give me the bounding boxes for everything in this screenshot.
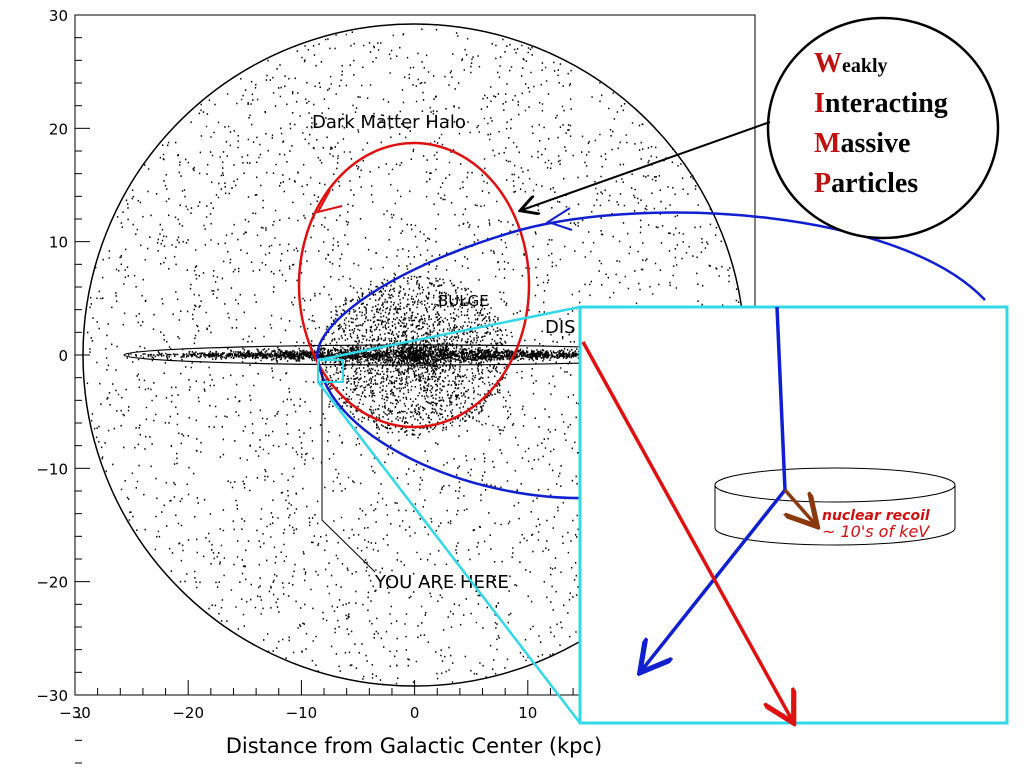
- halo-label: Dark Matter Halo: [312, 112, 466, 133]
- x-tick-label: −20: [172, 704, 204, 722]
- recoil-label: nuclear recoil: [822, 508, 930, 524]
- word: nteracting: [825, 88, 948, 119]
- disk-label: DIS: [545, 317, 576, 338]
- zoom-line: [317, 381, 581, 724]
- blue-arrow: [545, 207, 573, 231]
- x-tick-label: 10: [518, 704, 537, 722]
- word: assive: [840, 128, 910, 159]
- zoom-line: [317, 305, 581, 362]
- x-tick-label: 0: [410, 704, 420, 722]
- detector-top: [714, 467, 956, 503]
- initial: P: [814, 168, 831, 199]
- x-tick-label: −10: [286, 704, 318, 722]
- recoil-arrow: [785, 488, 815, 524]
- y-tick-label: 30: [49, 7, 68, 25]
- wimp-line: Interacting: [814, 88, 948, 119]
- wimp-line: Massive: [814, 128, 910, 159]
- word: eakly: [842, 55, 888, 77]
- blue-orbit: [316, 211, 986, 500]
- x-tick-label: −30: [59, 704, 91, 722]
- neutrino-track: [581, 341, 792, 720]
- inset-box: [578, 305, 1009, 725]
- bulge-label: BULGE: [438, 292, 489, 310]
- wimp-bubble: [766, 16, 1000, 240]
- red-orbit: [297, 141, 531, 429]
- wimp-text: Weakly Interacting Massive Particles: [814, 48, 948, 199]
- y-tick-label: −30: [36, 687, 68, 705]
- word: articles: [831, 168, 918, 199]
- zoom-box: [317, 359, 344, 383]
- here-pointer: [321, 372, 376, 573]
- here-label: YOU ARE HERE: [374, 572, 509, 593]
- wimp-line: Weakly: [814, 48, 888, 79]
- initial: I: [814, 88, 825, 119]
- y-tick-label: −10: [36, 460, 68, 478]
- y-tick-label: −20: [36, 574, 68, 592]
- y-tick-label: 0: [58, 347, 68, 365]
- energy-label: ~ 10's of keV: [822, 522, 930, 541]
- initial: W: [814, 48, 842, 79]
- axis-ticks: 30 20 10 0 −10 −20 −30−30 −20 −10 0 10: [36, 7, 846, 764]
- initial: M: [814, 128, 840, 159]
- wimp-line: Particles: [814, 168, 918, 199]
- orbit-arrow: [316, 189, 343, 214]
- wimp-pointer: [522, 121, 771, 210]
- x-axis-title: Distance from Galactic Center (kpc): [226, 734, 603, 758]
- y-tick-label: 20: [49, 120, 68, 138]
- detector: [714, 485, 956, 546]
- y-tick-label: 10: [49, 234, 68, 252]
